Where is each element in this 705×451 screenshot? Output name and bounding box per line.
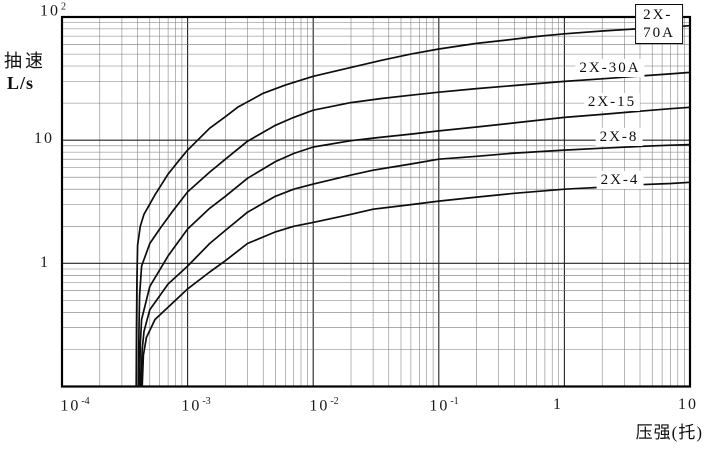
x-tick-label: 10-2: [309, 396, 339, 415]
x-tick-label: 10-4: [60, 396, 90, 415]
curve-label-2X-8: 2X-8: [595, 128, 643, 146]
x-tick-label: 10-3: [181, 396, 211, 415]
y-axis-title-line2: L/s: [7, 73, 35, 93]
curve-label-2X-70A: 2X-70A: [635, 4, 683, 44]
y-tick-label: 1: [40, 254, 50, 271]
y-tick-label: 10: [34, 130, 54, 147]
y-tick-label: 102: [40, 1, 66, 20]
x-axis-title: 压强(托): [635, 423, 703, 442]
x-tick-label: 10-1: [429, 396, 459, 415]
y-axis-title-line1: 抽速: [4, 51, 46, 71]
curve-2X-30A: [137, 71, 691, 388]
x-tick-label: 1: [553, 396, 563, 413]
curve-2X-15: [138, 106, 691, 388]
x-tick-label: 10: [678, 396, 698, 413]
curve-label-2X-15: 2X-15: [583, 93, 641, 111]
curve-label-2X-30A: 2X-30A: [575, 59, 645, 77]
curve-2X-70A: [135, 24, 691, 388]
curve-2X-4: [141, 181, 691, 388]
curve-2X-8: [140, 143, 691, 388]
curve-label-2X-4: 2X-4: [596, 171, 644, 189]
